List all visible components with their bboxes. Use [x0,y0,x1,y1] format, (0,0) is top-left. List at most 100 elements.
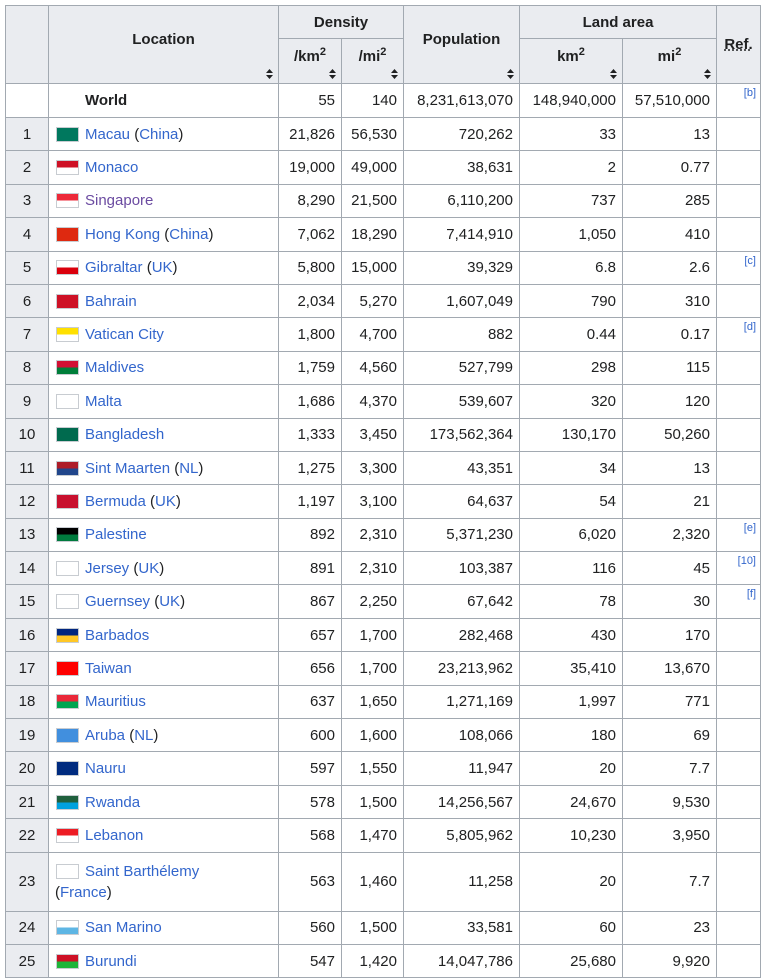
country-link[interactable]: Bermuda [85,492,146,510]
density-table: Location Density Population Land area Re… [5,5,761,978]
country-row: 4 Hong Kong (China) 7,062 18,290 7,414,910 1,… [5,217,761,252]
population-cell: 38,631 [403,150,520,185]
density-km-cell: 600 [278,718,342,753]
country-link[interactable]: Barbados [85,626,150,644]
header-text: /km [294,47,320,65]
country-link[interactable]: Hong Kong [85,225,161,243]
paren: ) [153,726,159,744]
parent-link[interactable]: UK [151,259,173,277]
area-km-cell: 0.44 [519,317,623,352]
country-row: 23 Saint Barthélemy (France) 563 1,460 11,258… [5,851,761,912]
density-km-cell: 21,826 [278,116,342,152]
parent-link[interactable]: France [60,883,107,901]
country-row: 13 Palestine 892 2,310 5,371,230 6,020 2,320 [e… [5,517,761,553]
area-mi-cell: 69 [622,718,717,753]
flag [56,460,79,476]
location-cell: Lebanon [48,818,279,853]
country-link[interactable]: San Marino [85,919,162,937]
parent-link[interactable]: NL [179,459,199,477]
rank-cell: 6 [5,283,49,319]
parent-link[interactable]: China [169,225,209,243]
area-mi-header[interactable]: mi2 [622,38,717,84]
location-header[interactable]: Location [48,5,279,84]
country-link[interactable]: Nauru [85,760,126,778]
flag [56,660,79,676]
ref-link[interactable]: [d] [743,321,756,334]
rank-cell: 22 [5,818,49,853]
ref-link[interactable]: [10] [737,555,756,568]
country-link[interactable]: Palestine [85,526,147,544]
density-km-cell: 563 [278,851,342,912]
country-link[interactable]: Vatican City [85,326,164,344]
flag [56,293,79,309]
area-km-cell: 34 [519,450,623,486]
ref-link[interactable]: [c] [744,254,756,267]
density-km-cell: 1,197 [278,484,342,519]
area-mi-cell: 50,260 [622,417,717,452]
ref-cell [716,116,761,152]
ref-cell [716,818,761,853]
area-mi-cell: 115 [622,350,717,386]
population-cell: 282,468 [403,617,520,653]
density-mi-cell: 3,100 [341,484,404,519]
parent-link[interactable]: UK [159,593,181,611]
flag [56,193,79,209]
location-cell: Guernsey (UK) [48,584,279,619]
sort-icon [391,69,398,79]
population-header[interactable]: Population [403,5,520,84]
ref-link[interactable]: [b] [743,87,756,99]
location-cell: San Marino [48,910,279,945]
country-link[interactable]: Saint Barthélemy [85,862,200,880]
parent-link[interactable]: UK [155,492,176,510]
country-link[interactable]: Gibraltar [85,259,143,277]
header-text: mi [657,47,676,65]
parent-link[interactable]: UK [138,559,160,577]
flag [56,694,79,710]
country-link[interactable]: Singapore [85,192,154,210]
country-row: 21 Rwanda 578 1,500 14,256,567 24,670 9,530 [5,784,761,820]
density-mi-header[interactable]: /mi2 [341,38,404,84]
country-link[interactable]: Bangladesh [85,426,165,444]
paren: ) [159,559,165,577]
density-km-header[interactable]: /km2 [278,38,342,84]
country-link[interactable]: Malta [85,392,122,410]
flag [56,827,79,843]
area-km-cell: 430 [519,617,623,653]
location-cell: Hong Kong (China) [48,217,279,252]
ref-link[interactable]: [e] [743,521,756,534]
country-link[interactable]: Sint Maarten [85,459,171,477]
ref-link[interactable]: [f] [746,588,756,601]
flag [56,794,79,810]
country-link[interactable]: Jersey [85,559,130,577]
flag [56,360,79,376]
population-cell: 14,047,786 [403,943,520,978]
location-cell: Monaco [48,150,279,185]
rank-cell: 3 [5,183,49,219]
rank-cell: 24 [5,910,49,945]
country-link[interactable]: Guernsey [85,593,151,611]
country-link[interactable]: Aruba [85,726,126,744]
country-link[interactable]: Maldives [85,359,145,377]
country-link[interactable]: Rwanda [85,793,141,811]
country-link[interactable]: Monaco [85,159,139,177]
country-row: 12 Bermuda (UK) 1,197 3,100 64,637 54 21 [5,484,761,519]
location-cell: Vatican City [48,317,279,352]
paren: ( [164,225,170,243]
country-link[interactable]: Mauritius [85,693,146,711]
country-link[interactable]: Taiwan [85,659,132,677]
country-link[interactable]: Bahrain [85,292,137,310]
density-mi-cell: 2,310 [341,517,404,553]
density-mi-cell: 56,530 [341,116,404,152]
density-km-cell: 657 [278,617,342,653]
header-text: Land area [582,13,654,31]
country-row: 11 Sint Maarten (NL) 1,275 3,300 43,351 34 13 [5,450,761,486]
area-mi-cell: 120 [622,384,717,419]
population-cell: 527,799 [403,350,520,386]
parent-link[interactable]: NL [134,726,154,744]
population-cell: 23,213,962 [403,651,520,686]
area-km-header[interactable]: km2 [519,38,623,84]
country-link[interactable]: Lebanon [85,826,144,844]
country-link[interactable]: Macau [85,125,131,143]
country-link[interactable]: Burundi [85,952,137,970]
parent-link[interactable]: China [139,125,179,143]
